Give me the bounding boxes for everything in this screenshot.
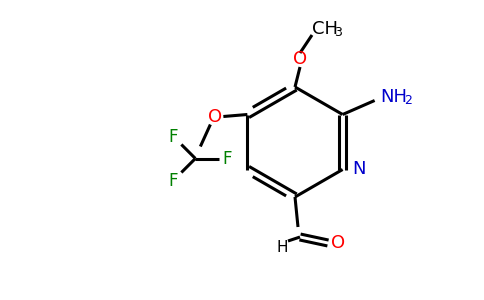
Text: O: O <box>208 107 223 125</box>
Text: F: F <box>223 149 232 167</box>
Text: O: O <box>293 50 307 68</box>
Text: F: F <box>168 128 178 146</box>
Text: H: H <box>276 239 288 254</box>
Text: F: F <box>168 172 178 190</box>
Text: CH: CH <box>312 20 338 38</box>
Text: N: N <box>353 160 366 178</box>
Text: 2: 2 <box>404 94 411 107</box>
Text: O: O <box>331 234 345 252</box>
Text: NH: NH <box>380 88 408 106</box>
Text: 3: 3 <box>334 26 342 40</box>
